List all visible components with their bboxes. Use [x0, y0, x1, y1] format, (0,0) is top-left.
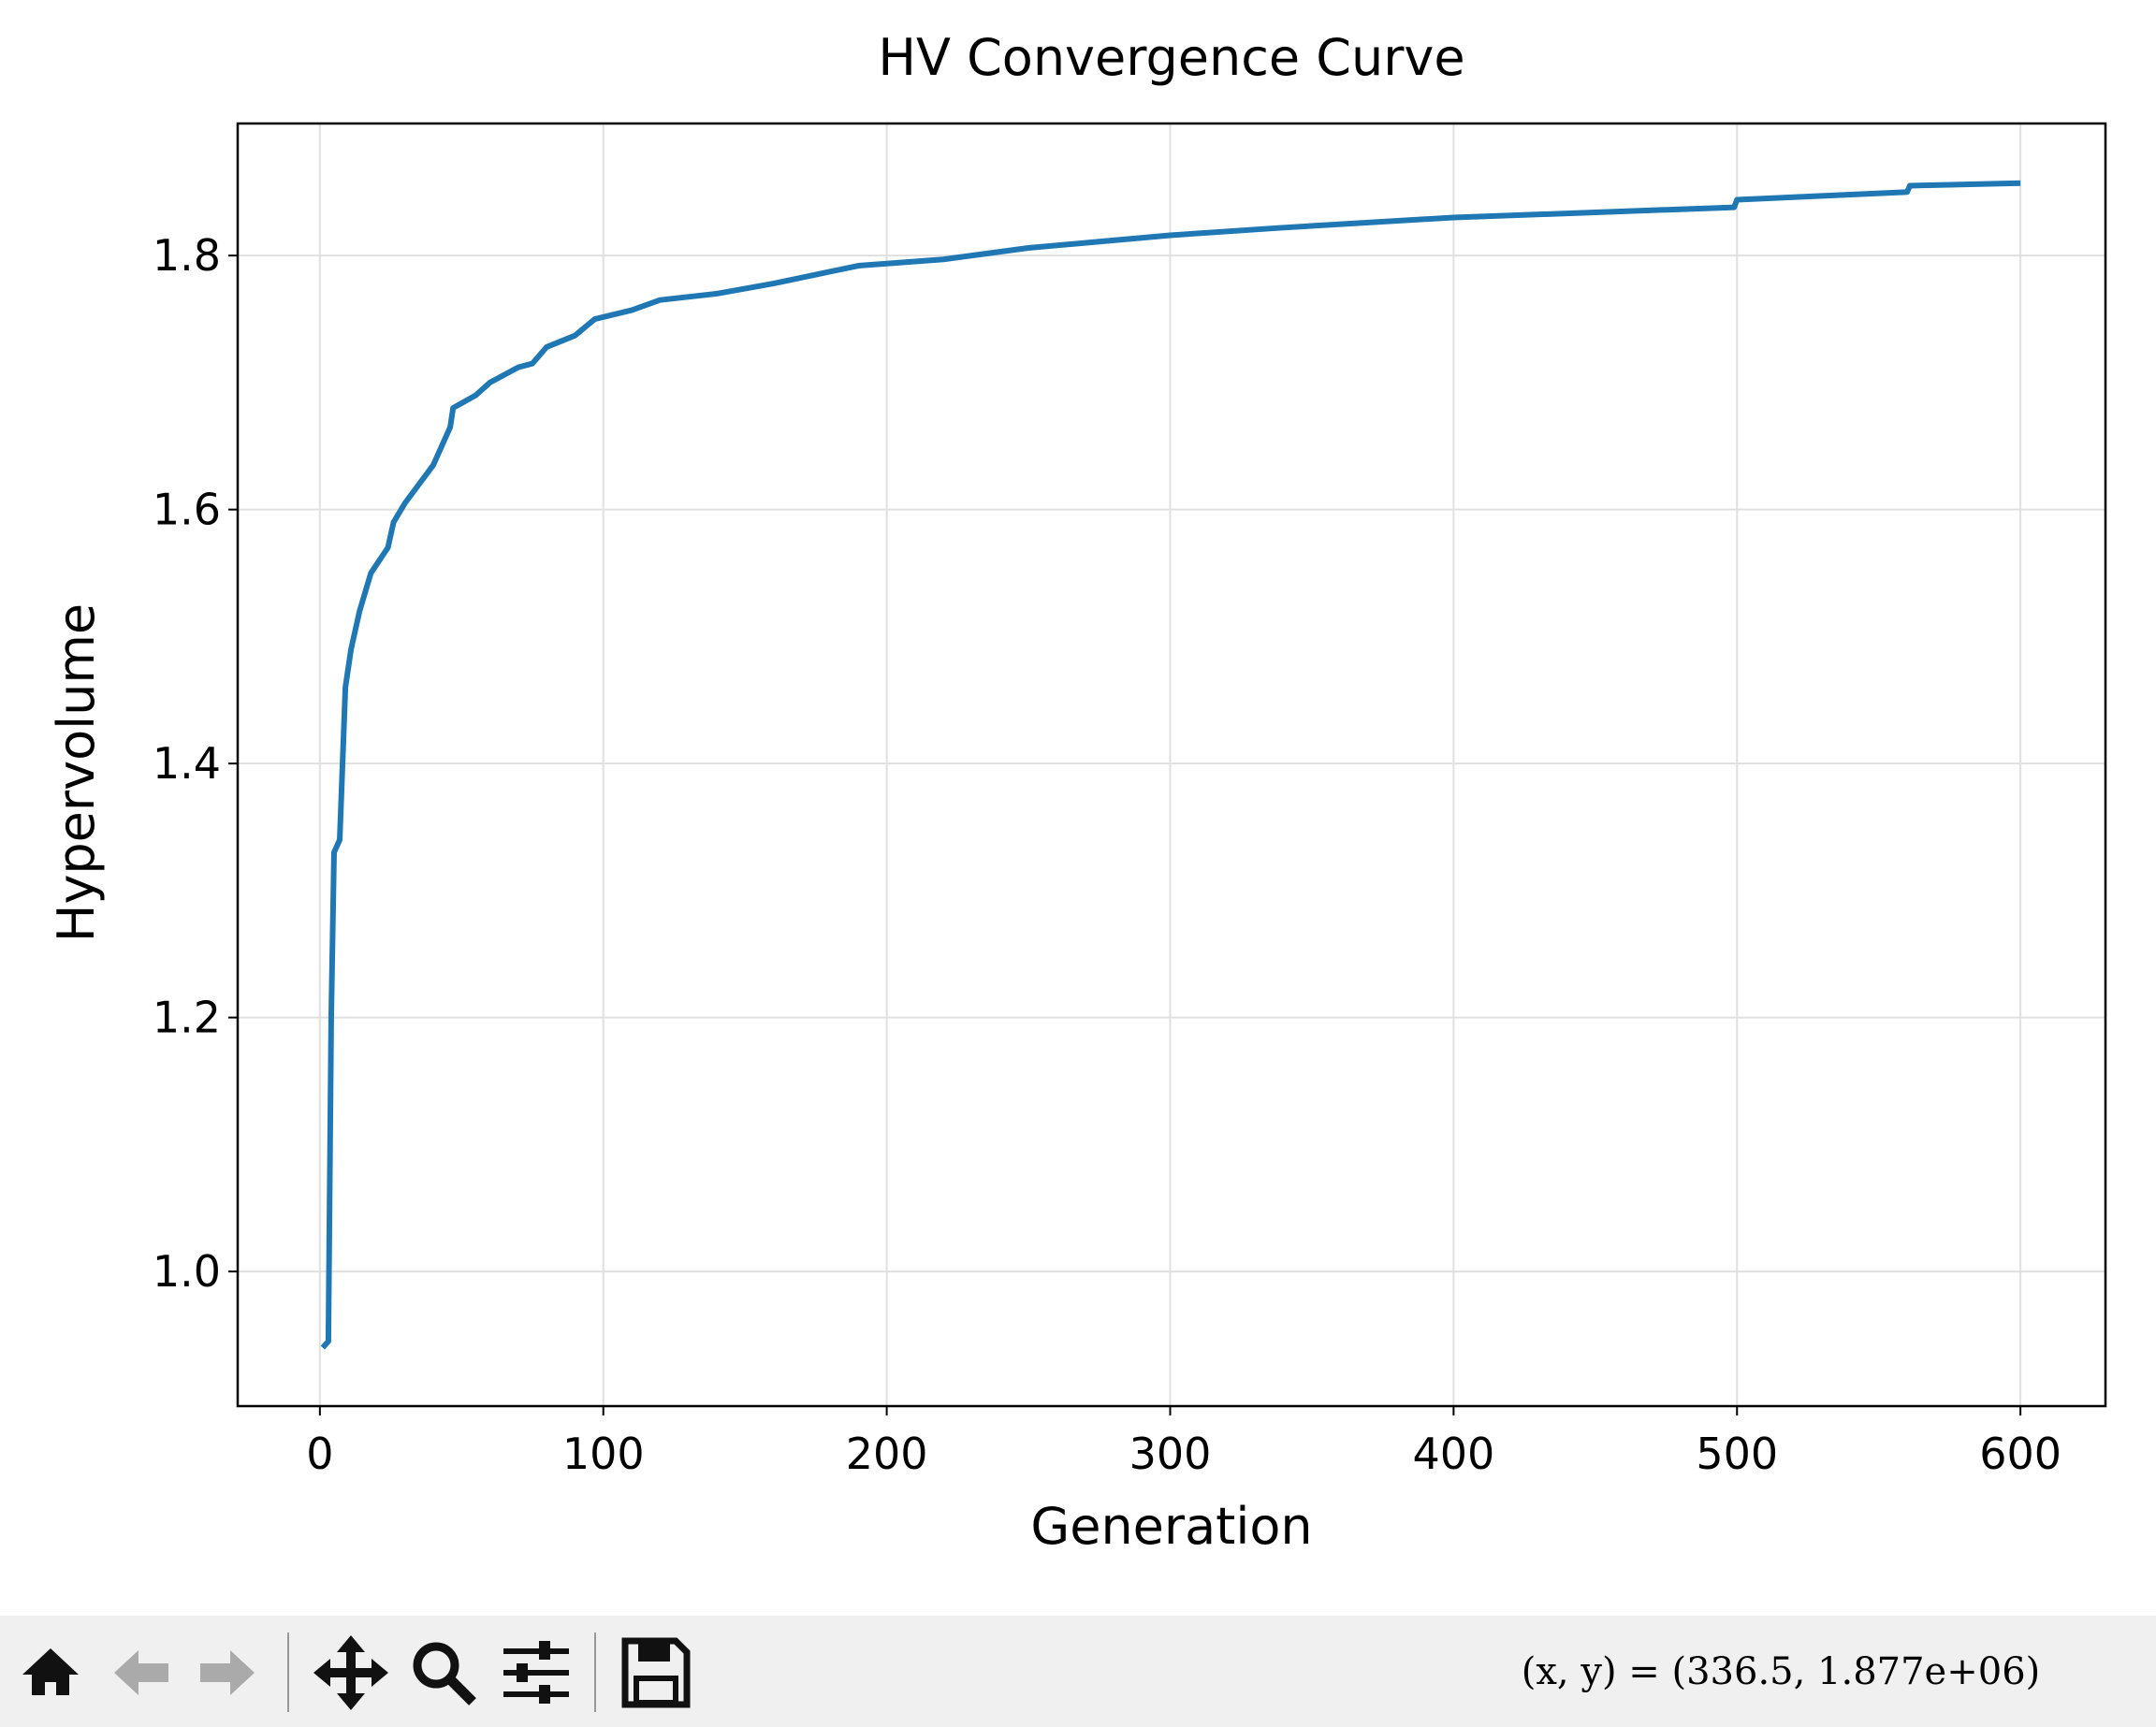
configure-button[interactable] — [503, 1641, 569, 1704]
y-tick-label: 1.8 — [153, 230, 221, 281]
x-tick-label: 500 — [1696, 1429, 1778, 1479]
toolbar: (x, y) = (336.5, 1.877e+06) — [0, 1616, 2156, 1727]
save-button[interactable] — [621, 1637, 691, 1708]
cursor-coordinates: (x, y) = (336.5, 1.877e+06) — [1522, 1650, 2041, 1693]
y-tick-label: 1.0 — [153, 1246, 221, 1297]
y-tick-label: 1.4 — [153, 738, 221, 789]
chart-title: HV Convergence Curve — [878, 28, 1464, 87]
x-axis-label: Generation — [1030, 1497, 1312, 1556]
back-button[interactable] — [114, 1650, 168, 1695]
axes-frame — [236, 122, 2107, 1408]
y-tick-label: 1.6 — [153, 485, 221, 535]
x-tick-label: 600 — [1979, 1429, 2061, 1479]
plot-area: 0 100 200 300 400 500 600 1.0 1.2 1.4 1.6 1.8 — [153, 122, 2107, 1479]
forward-button[interactable] — [200, 1650, 255, 1695]
zoom-button[interactable] — [413, 1642, 459, 1689]
x-tick-label: 400 — [1412, 1429, 1494, 1479]
data-line — [320, 180, 2021, 1350]
y-axis-label: Hypervolume — [47, 603, 106, 942]
x-tick-label: 100 — [562, 1429, 645, 1479]
y-tick-label: 1.2 — [153, 993, 221, 1043]
zoom-handle — [445, 1675, 476, 1705]
axes-background — [238, 123, 2105, 1406]
x-tick-label: 200 — [846, 1429, 928, 1479]
home-button[interactable] — [22, 1648, 79, 1695]
x-tick-label: 300 — [1129, 1429, 1212, 1479]
pan-button[interactable] — [313, 1635, 388, 1710]
x-tick-label: 0 — [306, 1429, 333, 1479]
